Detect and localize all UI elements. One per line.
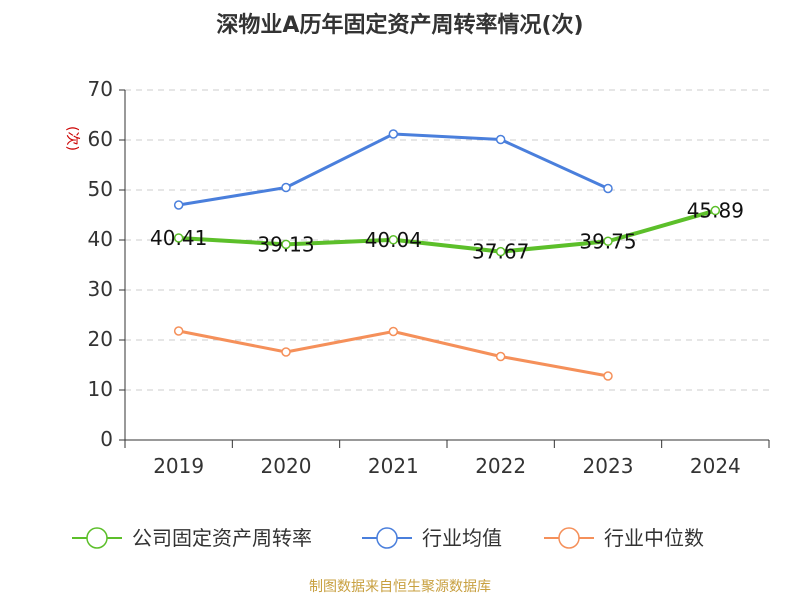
data-point <box>388 235 399 245</box>
legend-marker <box>86 527 108 549</box>
legend-label: 行业均值 <box>422 526 502 550</box>
legend-item: 公司固定资产周转率 <box>72 526 312 550</box>
x-tick-label: 2021 <box>368 454 419 478</box>
data-point <box>281 347 291 357</box>
series-line <box>176 208 718 254</box>
series-1 <box>173 205 721 257</box>
legend-item: 行业中位数 <box>544 526 704 550</box>
data-point <box>173 233 184 243</box>
chart-title: 深物业A历年固定资产周转率情况(次) <box>216 12 583 38</box>
data-point <box>173 326 184 336</box>
series-layer <box>173 129 721 381</box>
y-tick-label: 30 <box>88 277 113 301</box>
legend-marker <box>376 527 398 549</box>
legend-marker <box>558 527 580 549</box>
legend-label: 公司固定资产周转率 <box>132 526 312 550</box>
data-point <box>603 183 613 194</box>
data-label: 45.89 <box>687 199 744 223</box>
data-point <box>603 236 613 246</box>
series-line <box>177 132 610 207</box>
data-point <box>495 134 506 145</box>
data-labels: 40.41 39.13 40.04 37.67 39.75 45.89 <box>150 199 744 264</box>
data-point <box>495 351 506 362</box>
grid-lines <box>125 89 769 391</box>
data-point <box>710 205 721 216</box>
data-point <box>388 129 399 139</box>
x-tick-label: 2019 <box>153 454 204 478</box>
data-label: 39.75 <box>579 229 636 253</box>
axes: 0 10 20 30 40 50 60 70 2019 2020 2021 2022 2023 2024 <box>88 77 770 478</box>
data-label: 39.13 <box>257 232 314 256</box>
y-tick-label: 60 <box>88 127 113 151</box>
legend: 公司固定资产周转率 行业均值 行业中位数 <box>72 526 704 550</box>
legend-label: 行业中位数 <box>604 526 704 550</box>
data-label: 40.41 <box>150 226 207 250</box>
y-tick-label: 10 <box>88 377 113 401</box>
data-label: 37.67 <box>472 240 529 264</box>
data-point <box>495 246 506 257</box>
data-label: 40.04 <box>365 228 422 252</box>
data-point <box>603 371 613 381</box>
data-point <box>388 326 399 337</box>
series-3 <box>173 326 613 381</box>
source-note: 制图数据来自恒生聚源数据库 <box>309 579 491 595</box>
series-line <box>177 329 610 378</box>
data-point <box>173 200 184 210</box>
y-tick-label: 70 <box>88 77 113 101</box>
x-tick-label: 2022 <box>475 454 526 478</box>
y-tick-label: 0 <box>100 427 113 451</box>
data-point <box>281 182 291 193</box>
y-tick-label: 20 <box>88 327 113 351</box>
data-point <box>281 239 291 250</box>
y-axis-unit: (次) <box>64 126 80 151</box>
y-tick-label: 50 <box>88 177 113 201</box>
series-2 <box>173 129 613 210</box>
y-tick-label: 40 <box>88 227 113 251</box>
x-tick-label: 2023 <box>583 454 634 478</box>
x-tick-label: 2024 <box>690 454 741 478</box>
legend-item: 行业均值 <box>362 526 502 550</box>
x-tick-label: 2020 <box>261 454 312 478</box>
